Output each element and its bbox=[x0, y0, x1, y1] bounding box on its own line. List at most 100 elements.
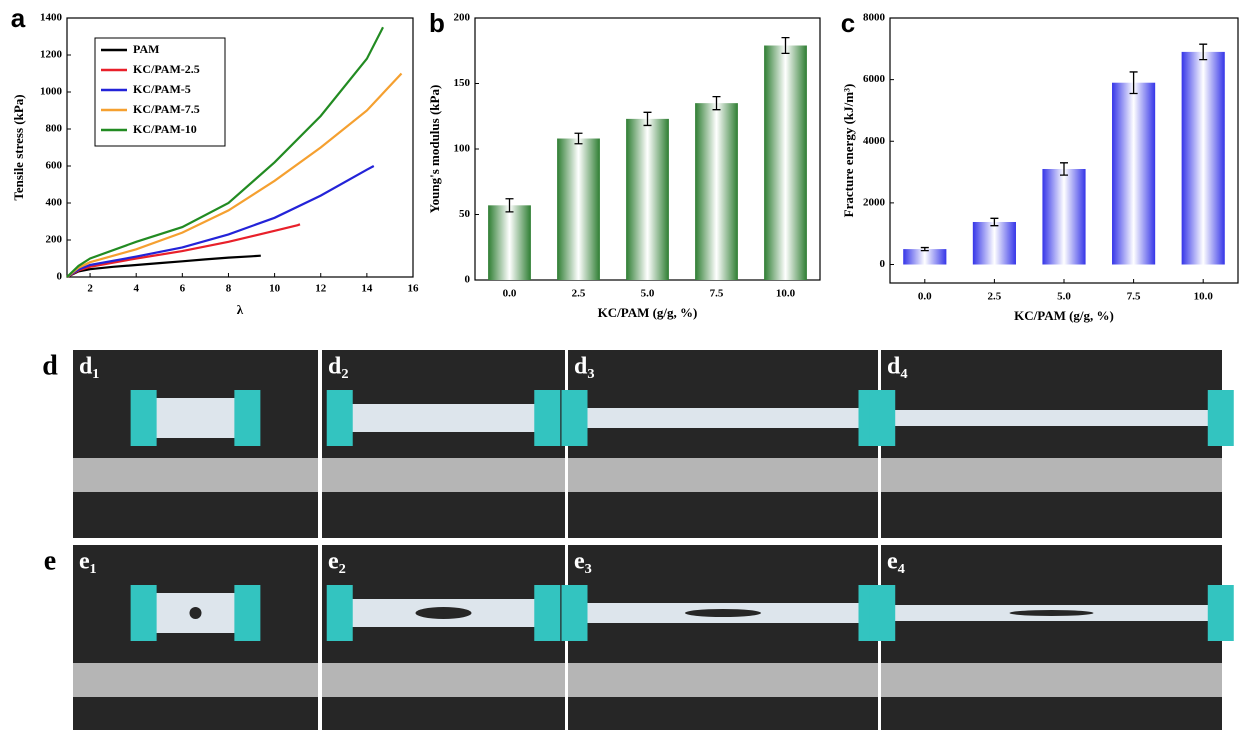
y-tick-label: 1200 bbox=[40, 49, 63, 61]
legend-label: KC/PAM-10 bbox=[133, 122, 197, 136]
error-bar bbox=[574, 132, 583, 145]
legend-label: KC/PAM-2.5 bbox=[133, 62, 200, 76]
photo-label: e₃ bbox=[574, 549, 592, 575]
gel-strip bbox=[152, 398, 239, 438]
bar bbox=[903, 249, 947, 265]
legend-label: PAM bbox=[133, 42, 159, 56]
gel-strip bbox=[583, 408, 863, 428]
y-tick-label: 200 bbox=[454, 12, 471, 24]
y-tick-label: 400 bbox=[46, 197, 63, 209]
clip-right bbox=[1207, 585, 1234, 641]
error-bar bbox=[1060, 162, 1068, 176]
panel-label: a bbox=[11, 3, 26, 33]
y-tick-label: 800 bbox=[46, 123, 63, 135]
x-axis-label: λ bbox=[237, 302, 244, 317]
legend-box bbox=[94, 37, 226, 147]
x-tick-label: 16 bbox=[408, 283, 420, 295]
y-axis-label: Young's modulus (kPa) bbox=[427, 85, 442, 214]
clip-left bbox=[869, 585, 896, 641]
error-bar bbox=[1199, 43, 1208, 61]
photo-label: d₂ bbox=[328, 354, 349, 380]
y-tick-label: 0 bbox=[465, 274, 471, 286]
y-tick-label: 0 bbox=[880, 258, 886, 270]
clip-right bbox=[234, 390, 261, 446]
error-bar bbox=[1129, 71, 1138, 95]
y-axis-label: Tensile stress (kPa) bbox=[11, 94, 26, 200]
y-tick-label: 1000 bbox=[40, 86, 63, 98]
x-tick-label: 2.5 bbox=[572, 288, 586, 300]
photo-background bbox=[568, 545, 878, 730]
ruler bbox=[568, 663, 878, 697]
line-series bbox=[66, 165, 375, 278]
photo-label: d₄ bbox=[887, 354, 908, 380]
legend-label: KC/PAM-7.5 bbox=[133, 102, 200, 116]
photo-background bbox=[881, 545, 1222, 730]
x-tick-label: 5.0 bbox=[641, 288, 655, 300]
y-tick-label: 100 bbox=[454, 143, 471, 155]
clip-left bbox=[130, 585, 157, 641]
clip-left bbox=[561, 585, 588, 641]
x-axis-label: KC/PAM (g/g, %) bbox=[598, 305, 698, 320]
bar bbox=[1181, 51, 1225, 265]
clip-left bbox=[130, 390, 157, 446]
x-tick-label: 7.5 bbox=[1127, 291, 1141, 303]
line-series bbox=[66, 72, 403, 278]
photo-background bbox=[881, 350, 1222, 538]
photo-label: e₂ bbox=[328, 549, 346, 575]
y-axis-label: Fracture energy (kJ/m³) bbox=[841, 84, 856, 218]
error-bar bbox=[712, 95, 721, 111]
notch bbox=[685, 609, 761, 617]
x-tick-label: 10 bbox=[269, 283, 281, 295]
photo-label: d₃ bbox=[574, 354, 595, 380]
photo-background bbox=[322, 350, 565, 538]
clip-right bbox=[1207, 390, 1234, 446]
notch bbox=[1009, 610, 1094, 616]
photo-background bbox=[322, 545, 565, 730]
photo-label: e₁ bbox=[79, 549, 97, 575]
clip-left bbox=[869, 390, 896, 446]
y-tick-label: 150 bbox=[454, 77, 471, 89]
error-bar bbox=[990, 217, 999, 227]
bar bbox=[557, 138, 600, 280]
y-tick-label: 0 bbox=[57, 271, 63, 283]
notch bbox=[415, 607, 472, 619]
photo-label: e₄ bbox=[887, 549, 905, 575]
y-tick-label: 200 bbox=[46, 234, 63, 246]
row-label: e bbox=[44, 545, 56, 576]
y-tick-label: 600 bbox=[46, 160, 63, 172]
ruler bbox=[881, 663, 1222, 697]
error-bar bbox=[920, 246, 929, 252]
clip-left bbox=[561, 390, 588, 446]
gel-strip bbox=[891, 410, 1212, 426]
x-axis-label: KC/PAM (g/g, %) bbox=[1014, 308, 1114, 323]
y-tick-label: 6000 bbox=[863, 73, 886, 85]
y-tick-label: 2000 bbox=[863, 196, 886, 208]
x-tick-label: 2 bbox=[87, 283, 93, 295]
clip-left bbox=[326, 585, 353, 641]
x-tick-label: 8 bbox=[226, 283, 232, 295]
ruler bbox=[73, 663, 318, 697]
clip-left bbox=[326, 390, 353, 446]
line-series bbox=[66, 223, 301, 278]
x-tick-label: 4 bbox=[133, 283, 139, 295]
line-series bbox=[66, 254, 261, 278]
panel-label: b bbox=[429, 8, 445, 38]
x-tick-label: 14 bbox=[361, 283, 373, 295]
x-tick-label: 2.5 bbox=[988, 291, 1002, 303]
x-tick-label: 12 bbox=[315, 283, 327, 295]
bar bbox=[1112, 82, 1156, 265]
bar bbox=[1042, 168, 1086, 265]
row-label: d bbox=[42, 350, 58, 381]
x-tick-label: 7.5 bbox=[710, 288, 724, 300]
plot-frame bbox=[66, 17, 414, 278]
x-tick-label: 10.0 bbox=[776, 288, 796, 300]
clip-right bbox=[234, 585, 261, 641]
y-tick-label: 4000 bbox=[863, 135, 886, 147]
bar bbox=[972, 221, 1016, 265]
panel-label: c bbox=[841, 8, 855, 38]
bar bbox=[764, 45, 807, 281]
ruler bbox=[73, 458, 318, 492]
x-tick-label: 10.0 bbox=[1194, 291, 1214, 303]
y-tick-label: 1400 bbox=[40, 12, 63, 24]
